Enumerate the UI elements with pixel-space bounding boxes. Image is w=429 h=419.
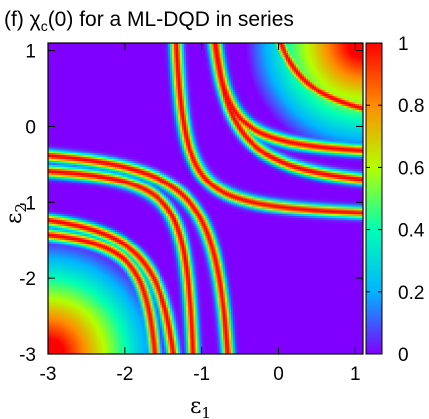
x-tick-label: 1	[350, 364, 361, 385]
title-chi-symbol: χ	[30, 8, 41, 31]
y-tick-label: -3	[19, 345, 36, 366]
colorbar-tick-label: 0.4	[398, 221, 425, 242]
y-axis-label: ε2	[2, 203, 30, 224]
y-axis-label-symbol: ε	[2, 213, 27, 224]
colorbar-frame	[365, 42, 383, 355]
y-tick-label: -2	[19, 269, 36, 290]
title-suffix: (0) for a ML-DQD in series	[48, 8, 294, 31]
colorbar-tick-label: 0.8	[398, 96, 424, 117]
y-tick-label: -1	[19, 193, 36, 214]
y-axis-label-group: ε2	[2, 203, 30, 224]
y-axis-ticks: 1 0 -1 -2 -3	[19, 42, 363, 366]
y-axis-label-subscript: 2	[12, 203, 30, 213]
title-chi-subscript: c	[41, 18, 48, 34]
colorbar-tick-label: 0.6	[398, 158, 424, 179]
heatmap-plot-area	[47, 42, 364, 355]
chart-title: (f) χc(0) for a ML-DQD in series	[4, 8, 294, 34]
colorbar-tick-label: 0	[398, 345, 409, 366]
colorbar-tick-label: 1	[398, 34, 409, 55]
x-axis-label-symbol: ε	[190, 394, 201, 419]
x-axis-label: ε1	[190, 394, 211, 419]
colorbar-gradient	[366, 43, 382, 354]
colorbar	[365, 42, 383, 355]
x-tick-label: -3	[40, 364, 57, 385]
x-tick-label: 0	[273, 364, 284, 385]
x-axis-ticks: -3 -2 -1 0 1	[40, 43, 361, 385]
colorbar-tick-label: 0.2	[398, 283, 424, 304]
y-tick-label: 1	[25, 42, 36, 63]
heatmap-image	[48, 43, 363, 354]
x-tick-label: -1	[193, 364, 210, 385]
plot-frame	[47, 42, 364, 355]
y-tick-label: 0	[25, 117, 36, 138]
colorbar-ticks: 1 0.8 0.6 0.4 0.2 0	[366, 34, 425, 366]
x-axis-label-subscript: 1	[201, 404, 211, 419]
x-tick-label: -2	[116, 364, 133, 385]
title-prefix: (f)	[4, 8, 30, 31]
